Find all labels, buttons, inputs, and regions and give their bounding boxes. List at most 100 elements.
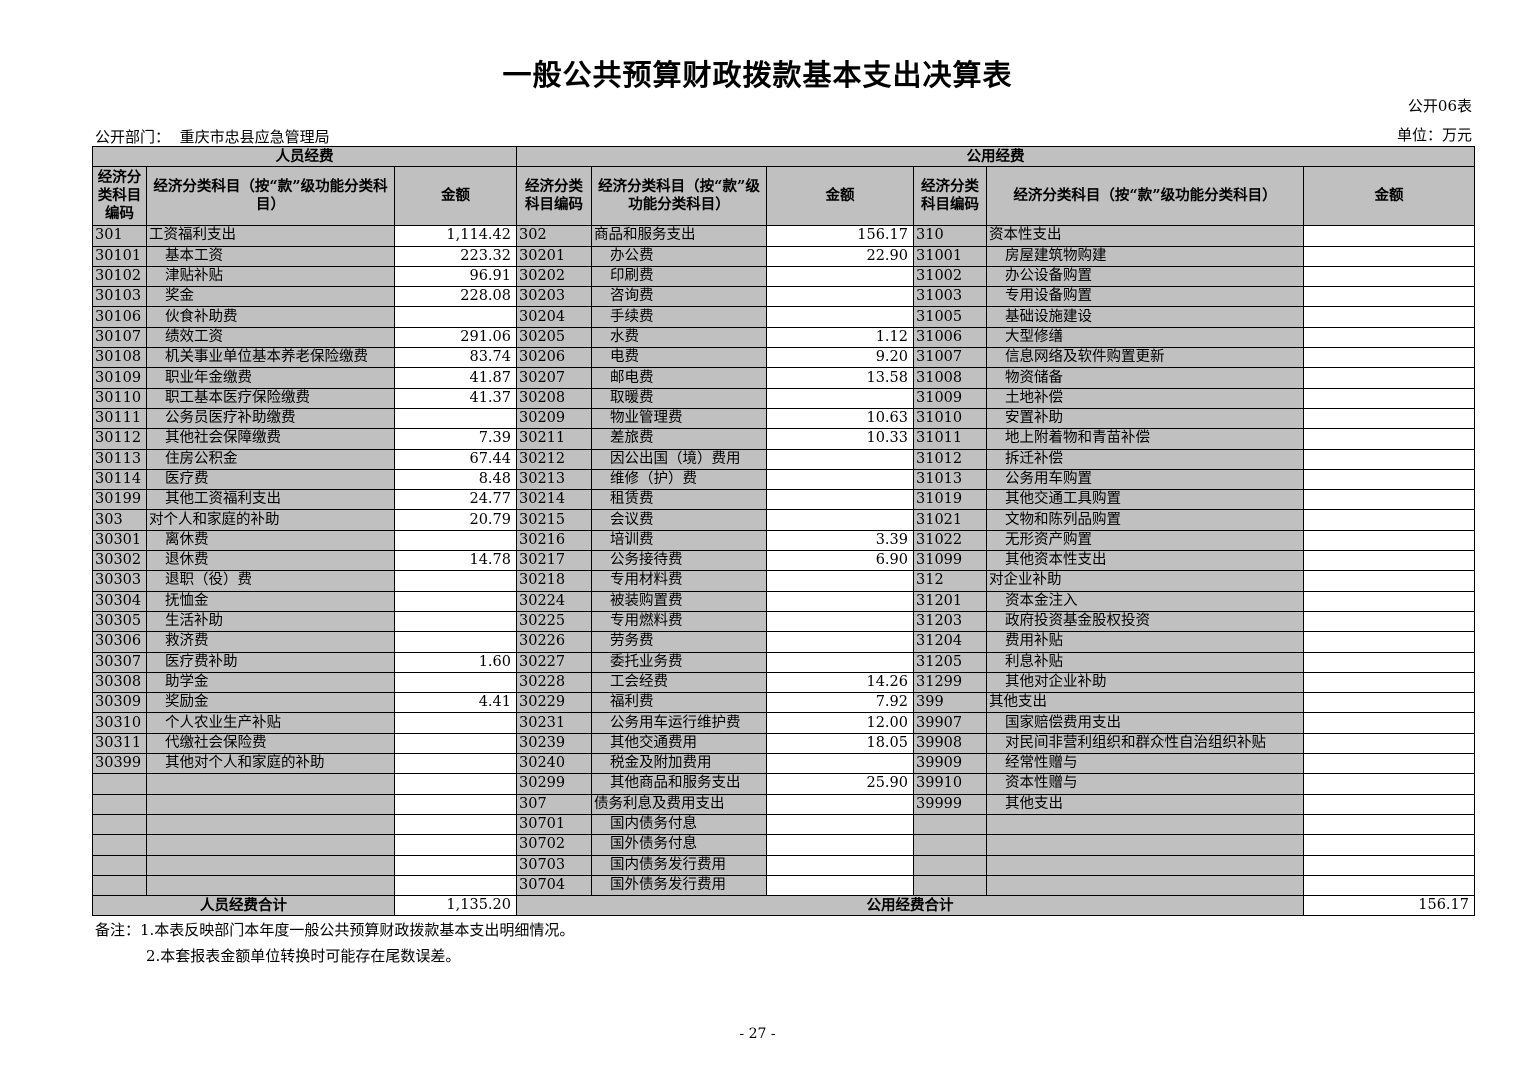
item-name: 其他工资福利支出 <box>146 489 395 511</box>
item-amount <box>1303 834 1475 856</box>
item-amount <box>1303 509 1475 531</box>
section-public: 公用经费 <box>516 145 1475 168</box>
item-name: 印刷费 <box>591 265 767 288</box>
table-row: 30306 救济费 30226 劳务费 31204 费用补贴 <box>92 631 1475 653</box>
table-row: 30103 奖金 228.08 30203 咨询费 31003 专用设备购置 <box>92 286 1475 308</box>
item-amount <box>766 834 914 856</box>
item-amount <box>1303 610 1475 633</box>
table-row: 30309 奖励金 4.41 30229 福利费 7.92 399 其他支出 <box>92 692 1475 714</box>
item-code: 30217 <box>516 550 592 572</box>
item-code <box>913 854 987 876</box>
item-code: 30212 <box>516 448 592 470</box>
header-name: 经济分类科目（按“款”级功能分类科目） <box>591 166 767 227</box>
item-code: 31003 <box>913 286 987 308</box>
item-name: 土地补偿 <box>986 387 1304 409</box>
item-code: 312 <box>913 570 987 592</box>
item-code: 31012 <box>913 448 987 470</box>
item-amount <box>394 529 517 552</box>
item-amount <box>1303 306 1475 328</box>
item-code: 30108 <box>92 347 147 369</box>
item-name: 其他支出 <box>986 793 1304 815</box>
item-name: 福利费 <box>591 692 767 714</box>
item-name: 基础设施建设 <box>986 306 1304 328</box>
table-row: 30702 国外债务付息 <box>92 834 1475 856</box>
item-code: 30240 <box>516 753 592 775</box>
item-amount <box>1303 692 1475 714</box>
item-code: 31010 <box>913 407 987 430</box>
item-amount <box>1303 529 1475 552</box>
item-name <box>146 813 395 836</box>
item-name: 其他社会保障缴费 <box>146 428 395 450</box>
item-code: 30112 <box>92 428 147 450</box>
header-code: 经济分类科目编码 <box>92 166 147 227</box>
item-amount <box>766 874 914 897</box>
item-name: 专用设备购置 <box>986 286 1304 308</box>
item-code: 30211 <box>516 428 592 450</box>
item-name: 培训费 <box>591 529 767 552</box>
item-code: 31013 <box>913 468 987 491</box>
item-amount: 41.87 <box>394 367 517 389</box>
item-amount <box>1303 854 1475 876</box>
item-amount <box>394 306 517 328</box>
item-code: 31099 <box>913 550 987 572</box>
item-code: 30303 <box>92 570 147 592</box>
item-code: 307 <box>516 793 592 815</box>
item-name: 代缴社会保险费 <box>146 732 395 755</box>
item-name: 职工基本医疗保险缴费 <box>146 387 395 409</box>
item-name: 公务用车运行维护费 <box>591 712 767 734</box>
item-code: 31001 <box>913 245 987 267</box>
item-amount <box>1303 712 1475 734</box>
item-name: 文物和陈列品购置 <box>986 509 1304 531</box>
item-amount <box>394 793 517 815</box>
item-amount <box>394 732 517 755</box>
item-name: 对个人和家庭的补助 <box>146 509 395 531</box>
item-amount: 9.20 <box>766 347 914 369</box>
item-code: 30307 <box>92 651 147 673</box>
item-code: 30239 <box>516 732 592 755</box>
item-amount <box>766 854 914 876</box>
item-code <box>92 793 147 815</box>
personnel-total-label: 人员经费合计 <box>92 895 395 917</box>
item-name: 工会经费 <box>591 671 767 694</box>
item-code: 30202 <box>516 265 592 288</box>
item-amount <box>766 570 914 592</box>
item-amount <box>766 610 914 633</box>
expenditure-table: 人员经费 公用经费 经济分类科目编码 经济分类科目（按“款”级功能分类科目） 金… <box>92 145 1475 917</box>
item-amount: 14.26 <box>766 671 914 694</box>
item-code: 30199 <box>92 489 147 511</box>
item-name: 助学金 <box>146 671 395 694</box>
item-amount <box>766 489 914 511</box>
item-amount <box>766 468 914 491</box>
item-amount: 18.05 <box>766 732 914 755</box>
item-name: 利息补贴 <box>986 651 1304 673</box>
item-name: 咨询费 <box>591 286 767 308</box>
item-name <box>986 854 1304 876</box>
unit-label: 单位：万元 <box>1396 126 1472 144</box>
item-code: 30206 <box>516 347 592 369</box>
item-name: 医疗费补助 <box>146 651 395 673</box>
item-amount <box>766 590 914 612</box>
item-name: 国内债务发行费用 <box>591 854 767 876</box>
item-code: 39909 <box>913 753 987 775</box>
item-code <box>913 813 987 836</box>
item-amount <box>394 631 517 653</box>
item-name: 因公出国（境）费用 <box>591 448 767 470</box>
item-amount: 41.37 <box>394 387 517 409</box>
header-amount: 金额 <box>394 166 517 227</box>
item-name: 津贴补贴 <box>146 265 395 288</box>
item-code <box>92 773 147 795</box>
item-amount <box>766 265 914 288</box>
item-name: 大型修缮 <box>986 326 1304 349</box>
public-total-label: 公用经费合计 <box>516 895 1304 917</box>
item-code <box>92 834 147 856</box>
item-name: 无形资产购置 <box>986 529 1304 552</box>
item-name: 差旅费 <box>591 428 767 450</box>
item-name: 维修（护）费 <box>591 468 767 491</box>
item-code: 30113 <box>92 448 147 470</box>
item-name: 公务用车购置 <box>986 468 1304 491</box>
item-amount: 3.39 <box>766 529 914 552</box>
item-code: 31002 <box>913 265 987 288</box>
item-name: 国外债务发行费用 <box>591 874 767 897</box>
table-row: 30303 退职（役）费 30218 专用材料费 312 对企业补助 <box>92 570 1475 592</box>
